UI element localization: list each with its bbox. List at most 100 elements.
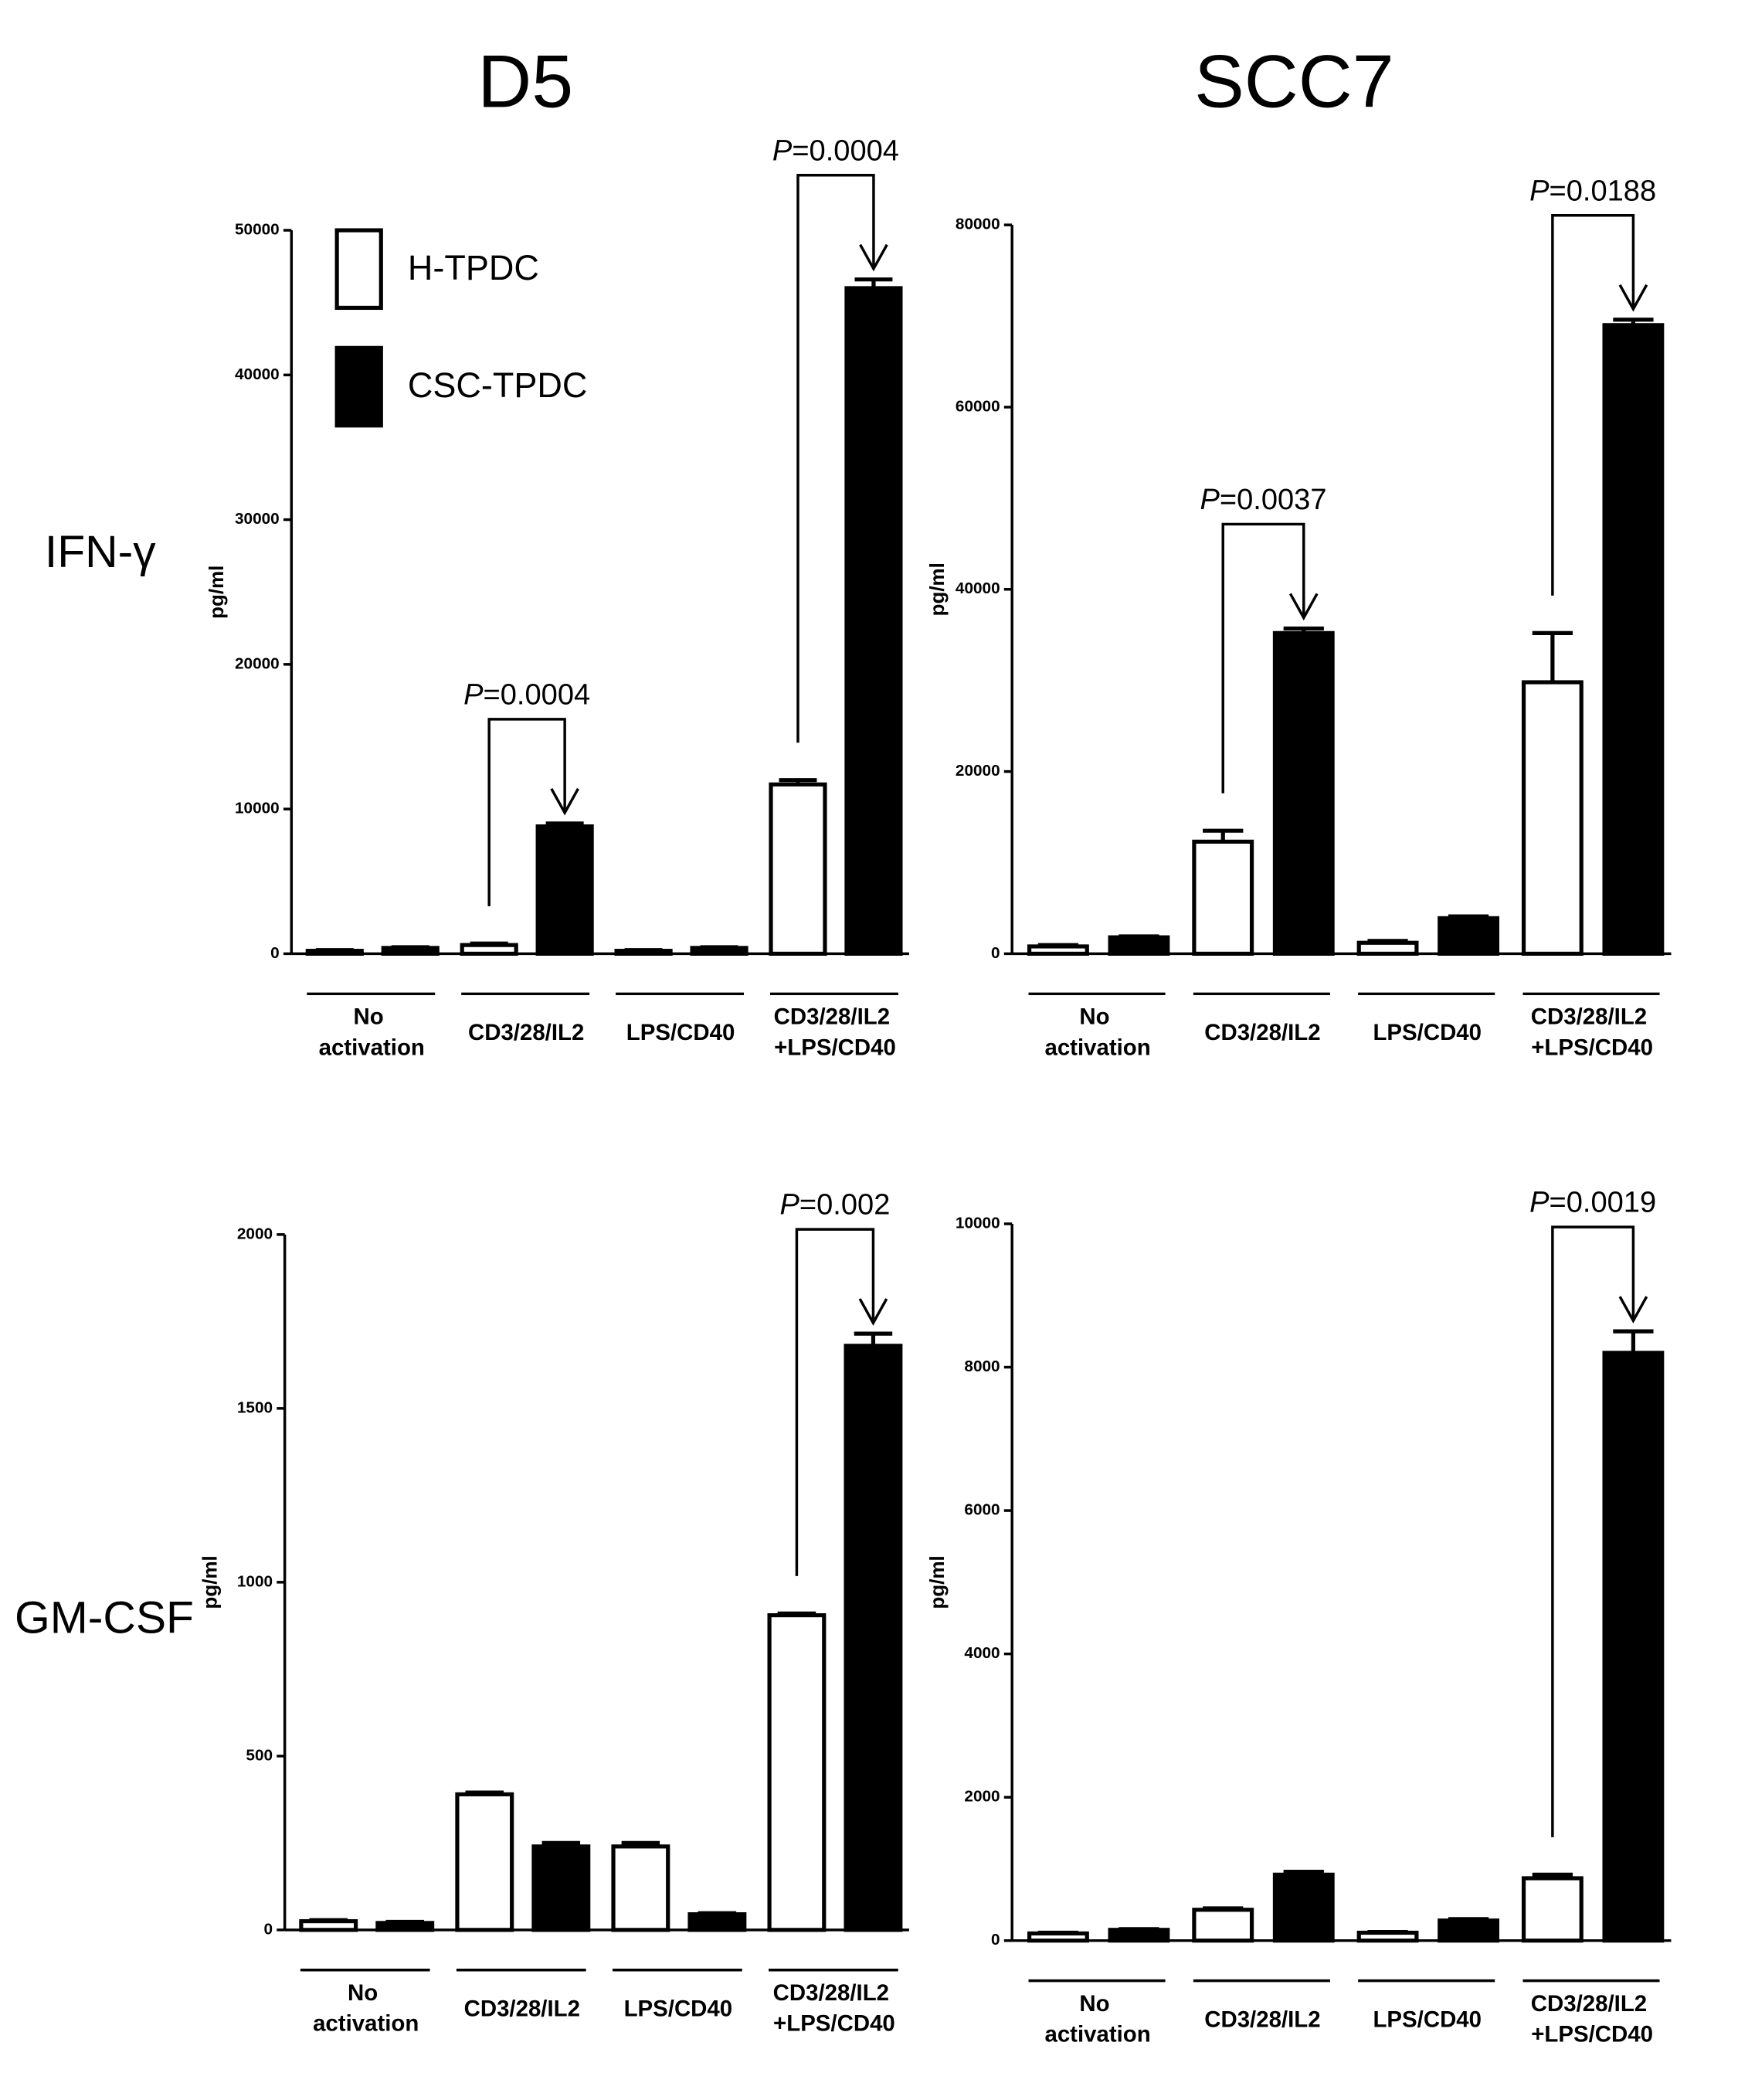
bar: [690, 946, 748, 956]
y-tick-label: 40000: [956, 579, 1000, 597]
y-tick-label: 0: [270, 944, 280, 962]
x-tick-label: CD3/28/IL2: [468, 1020, 584, 1045]
arrow-head: [858, 1298, 888, 1326]
bar: [299, 1919, 358, 1932]
x-tick-label: LPS/CD40: [626, 1020, 735, 1045]
p-value: P=0.0188: [1529, 175, 1656, 207]
p-value: P=0.0004: [463, 678, 590, 711]
bar: [1027, 1931, 1089, 1943]
x-tick-label: CD3/28/IL2 +LPS/CD40: [1531, 1004, 1654, 1060]
y-tick-label: 40000: [235, 365, 280, 383]
legend-label: H-TPDC: [408, 248, 539, 287]
bar: [1192, 839, 1254, 956]
bar: [1272, 1872, 1335, 1943]
x-tick-label: No activation: [1044, 1991, 1150, 2047]
significance-bracket: [487, 718, 566, 906]
legend-swatch: [334, 228, 383, 311]
x-tick-label: CD3/28/IL2 +LPS/CD40: [774, 1004, 897, 1060]
bar: [1521, 1876, 1584, 1943]
bar: [767, 1612, 827, 1932]
y-tick-label: 60000: [956, 397, 1000, 415]
bar: [1192, 1908, 1254, 1943]
x-tick-label: No activation: [1044, 1004, 1150, 1060]
y-tick-label: 8000: [964, 1358, 1000, 1375]
significance-bracket: [1551, 1225, 1635, 1837]
bar: [1108, 1928, 1170, 1943]
bar: [460, 943, 518, 956]
y-tick-label: 50000: [235, 221, 280, 239]
y-axis-label: pg/ml: [925, 562, 949, 616]
bar: [1356, 940, 1419, 956]
arrow-head: [1618, 1296, 1648, 1324]
bar: [687, 1912, 747, 1932]
legend-swatch: [334, 345, 383, 428]
y-axis-label: pg/ml: [925, 1555, 949, 1609]
bar: [769, 782, 827, 956]
x-tick-label: CD3/28/IL2: [464, 1996, 580, 2021]
y-tick-label: 4000: [964, 1644, 1000, 1662]
row-title: IFN-γ: [45, 527, 156, 577]
legend-label: CSC-TPDC: [408, 365, 587, 405]
y-tick-label: 2000: [964, 1788, 1000, 1806]
x-tick-label: LPS/CD40: [1373, 2007, 1482, 2032]
bar: [1108, 935, 1170, 956]
bar: [1356, 1930, 1419, 1943]
y-axis-label: pg/ml: [198, 1555, 221, 1609]
x-tick-label: No activation: [319, 1004, 425, 1060]
y-tick-label: 6000: [964, 1501, 1000, 1519]
arrow-head: [550, 788, 579, 816]
bar: [611, 1844, 670, 1932]
y-tick-label: 500: [246, 1746, 273, 1764]
bar: [1602, 323, 1665, 956]
significance-bracket: [796, 173, 875, 743]
bar: [455, 1792, 514, 1932]
arrow-head: [859, 243, 888, 272]
significance-bracket: [1221, 522, 1305, 793]
bar: [535, 824, 594, 956]
bar: [375, 1921, 435, 1932]
p-value: P=0.0004: [772, 134, 899, 167]
significance-bracket: [795, 1228, 875, 1576]
bar: [1521, 680, 1584, 956]
y-tick-label: 20000: [956, 762, 1000, 780]
arrow-head: [1618, 284, 1648, 312]
y-tick-label: 10000: [956, 1214, 1000, 1232]
significance-bracket: [1551, 214, 1635, 596]
y-tick-label: 1500: [237, 1398, 273, 1416]
y-tick-label: 0: [991, 1931, 1000, 1949]
x-tick-label: CD3/28/IL2: [1204, 2007, 1320, 2032]
x-tick-label: LPS/CD40: [624, 1996, 733, 2021]
bar: [1602, 1351, 1665, 1943]
p-value: P=0.0037: [1200, 484, 1326, 516]
y-tick-label: 80000: [956, 216, 1000, 233]
arrow-head: [1288, 593, 1319, 621]
y-tick-label: 20000: [235, 654, 280, 672]
y-tick-label: 30000: [235, 510, 280, 528]
bar: [844, 1344, 903, 1932]
bar: [844, 286, 903, 956]
y-tick-label: 1000: [237, 1572, 273, 1590]
bar: [1272, 630, 1335, 956]
bar: [305, 949, 364, 956]
y-tick-label: 10000: [235, 800, 280, 817]
p-value: P=0.0019: [1529, 1187, 1656, 1219]
row-title: GM-CSF: [15, 1593, 194, 1643]
bar: [1027, 944, 1089, 956]
x-tick-label: CD3/28/IL2: [1204, 1020, 1320, 1045]
y-axis-label: pg/ml: [205, 566, 228, 619]
column-title: SCC7: [1194, 39, 1393, 123]
y-tick-label: 0: [264, 1920, 273, 1938]
bar: [381, 946, 440, 956]
column-title: D5: [477, 39, 573, 123]
x-tick-label: CD3/28/IL2 +LPS/CD40: [1531, 1991, 1654, 2047]
bar: [1438, 916, 1500, 956]
bar: [614, 949, 673, 956]
y-tick-label: 0: [991, 944, 1000, 962]
x-tick-label: LPS/CD40: [1373, 1020, 1482, 1045]
x-tick-label: No activation: [313, 1980, 419, 2037]
p-value: P=0.002: [780, 1189, 891, 1222]
y-tick-label: 2000: [237, 1225, 273, 1242]
bar: [531, 1844, 591, 1932]
x-tick-label: CD3/28/IL2 +LPS/CD40: [773, 1980, 896, 2037]
